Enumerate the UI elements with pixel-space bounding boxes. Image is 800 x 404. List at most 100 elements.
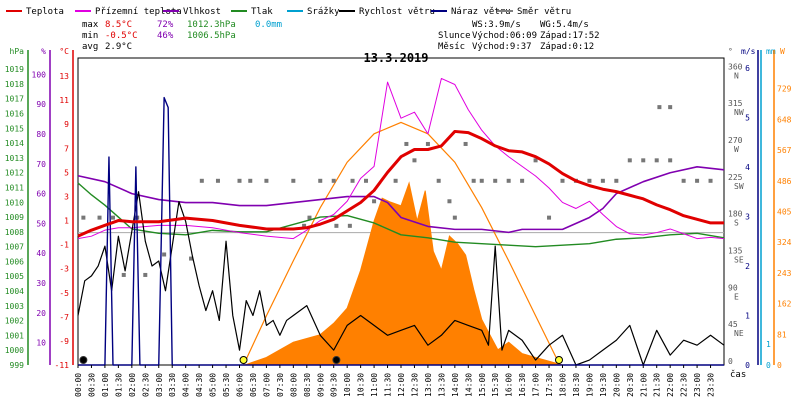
x-tick-label: 04:00 [182,373,191,397]
wind-direction-point [302,223,307,228]
x-tick-label: 08:30 [303,373,312,397]
direction-tick-label: 270 [728,136,743,145]
legend-pressure-label: Tlak [251,7,273,17]
stats-max-label: max [82,20,99,30]
x-tick-label: 21:30 [653,373,662,397]
x-tick-label: 17:30 [545,373,554,397]
humidity-tick-label: 100 [32,70,47,79]
pressure-tick-label: 1001 [5,331,24,340]
wind-direction-point [560,178,565,183]
pressure-tick-label: 1007 [5,243,24,252]
wind-direction-point [708,178,713,183]
wind-direction-point [695,178,700,183]
wind-direction-point [641,158,646,163]
solar-radiation-area [244,181,563,366]
x-tick-label: 17:00 [532,373,541,397]
x-tick-label: 16:00 [505,373,514,397]
legend-wind-gust-label: Náraz větru [451,7,511,17]
humidity-tick-label: 20 [36,309,46,318]
pressure-tick-label: 999 [10,361,25,370]
x-tick-label: 07:00 [262,373,271,397]
temperature-tick-label: 3 [64,192,69,201]
x-tick-label: 07:30 [276,373,285,397]
wind-tick-label: 1 [745,311,750,320]
temperature-tick-label: 7 [64,144,69,153]
pressure-tick-label: 1019 [5,65,24,74]
x-tick-label: 04:30 [195,373,204,397]
wind-direction-point [412,158,417,163]
x-tick-label: 09:00 [316,373,325,397]
wind-direction-point [143,272,148,277]
wind-direction-point [627,158,632,163]
pressure-tick-label: 1011 [5,183,24,192]
wind-tick-label: 6 [745,64,750,73]
pressure-tick-label: 1006 [5,257,24,266]
x-tick-label: 02:00 [128,373,137,397]
wind-direction-point [121,272,126,277]
x-tick-label: 14:00 [451,373,460,397]
direction-tick-label: 0 [728,357,733,366]
temperature-axis-unit: °C [59,47,69,56]
direction-tick-label: 180 [728,210,743,219]
solar-axis-unit: W [780,47,785,56]
info-sun-label: Slunce [438,31,471,41]
solar-tick-label: 486 [777,177,792,186]
x-tick-label: 06:00 [236,373,245,397]
direction-tick-compass: E [734,292,739,301]
rain-tick-label: 1 [766,340,771,349]
x-tick-label: 18:30 [572,373,581,397]
humidity-tick-label: 70 [36,160,46,169]
wind-direction-point [600,178,605,183]
stats-max-hum: 72% [157,20,174,30]
solar-tick-label: 648 [777,115,792,124]
wind-direction-point [162,252,167,257]
info-moonset: Západ:0:12 [540,42,594,52]
legend-precipitation-label: Srážky [307,7,340,17]
x-tick-label: 06:30 [249,373,258,397]
moonset-marker [79,356,88,364]
wind-direction-point [668,158,673,163]
direction-tick-compass: SE [734,255,744,264]
temperature-line [77,129,724,238]
temperature-tick-label: -7 [59,313,69,322]
axes: hPa9991000100110021003100410051006100710… [5,47,792,397]
x-tick-label: 10:00 [343,373,352,397]
temperature-tick-label: 9 [64,120,69,129]
wind-direction-point [199,178,204,183]
pressure-line [77,182,725,248]
x-tick-label: 13:30 [437,373,446,397]
wind-direction-point [307,215,312,220]
moonrise-marker [332,356,341,364]
info-sunrise: Východ:06:09 [472,31,537,41]
x-tick-label: 19:00 [585,373,594,397]
legend-temperature-label: Teplota [26,7,64,17]
legend-wind-direction-label: Směr větru [517,7,571,17]
wind-direction-point [452,215,457,220]
solar-tick-label: 405 [777,208,792,217]
direction-tick-compass: NE [734,329,744,338]
wind-direction-point [614,178,619,183]
info-ws: WS:3.9m/s [472,20,521,30]
solar-tick-label: 729 [777,85,792,94]
x-tick-label: 08:00 [289,373,298,397]
wind-tick-label: 0 [745,361,750,370]
x-tick-label: 11:30 [384,373,393,397]
temperature-tick-label: -11 [55,361,70,370]
pressure-tick-label: 1005 [5,272,24,281]
x-tick-label: 12:00 [397,373,406,397]
x-tick-label: 01:30 [114,373,123,397]
x-tick-label: 21:00 [639,373,648,397]
stats-avg-label: avg [82,42,98,52]
humidity-tick-label: 10 [36,339,46,348]
wind-direction-point [364,178,369,183]
stats-max-press: 1012.3hPa [187,20,236,30]
pressure-tick-label: 1010 [5,198,24,207]
x-tick-label: 16:30 [518,373,527,397]
x-tick-label: 18:00 [559,373,568,397]
stats-max-temp: 8.5°C [105,20,132,30]
wind-direction-point [81,215,86,220]
x-tick-label: 02:30 [141,373,150,397]
x-tick-label: 03:00 [155,373,164,397]
direction-tick-label: 315 [728,99,743,108]
info-moon-label: Měsíc [438,42,465,52]
